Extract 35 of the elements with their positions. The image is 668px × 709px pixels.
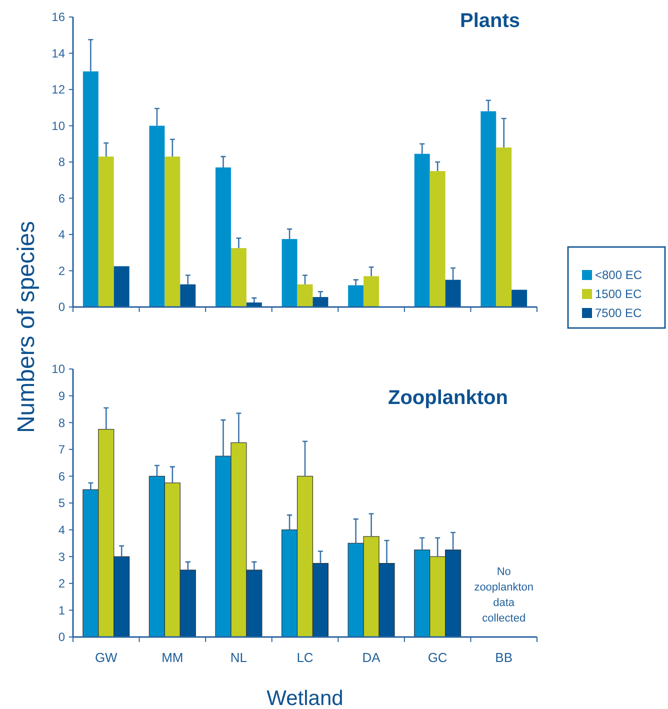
legend-label: <800 EC bbox=[595, 268, 642, 282]
x-tick-label: GW bbox=[94, 650, 118, 665]
x-tick-label: DA bbox=[362, 650, 381, 665]
x-tick-label: BB bbox=[495, 650, 513, 665]
y-tick-label: 1 bbox=[58, 603, 66, 618]
x-tick-label: MM bbox=[162, 650, 184, 665]
x-tick-label: GC bbox=[428, 650, 448, 665]
y-tick-label: 5 bbox=[58, 496, 66, 510]
y-tick-label: 0 bbox=[58, 300, 66, 314]
y-tick-label: 8 bbox=[58, 155, 66, 170]
y-tick-label: 3 bbox=[58, 550, 66, 564]
legend-label: 1500 EC bbox=[595, 287, 642, 302]
y-tick-label: 14 bbox=[52, 46, 66, 60]
y-tick-label: 4 bbox=[58, 523, 66, 537]
y-tick-label: 0 bbox=[58, 630, 66, 644]
y-tick-label: 8 bbox=[58, 416, 66, 430]
y-tick-label: 6 bbox=[58, 191, 66, 206]
y-tick-label: 2 bbox=[58, 576, 66, 591]
x-axis-title: Wetland bbox=[266, 687, 344, 709]
legend-label: 7500 EC bbox=[595, 306, 642, 320]
chart-title: Plants bbox=[460, 10, 520, 32]
y-tick-label: 10 bbox=[52, 362, 66, 376]
y-axis-title: Numbers of species bbox=[13, 220, 40, 434]
y-tick-label: 9 bbox=[58, 389, 66, 403]
y-tick-label: 12 bbox=[52, 82, 66, 97]
annotation: No zooplankton data collected bbox=[474, 566, 534, 624]
y-tick-label: 2 bbox=[58, 264, 66, 278]
y-tick-label: 7 bbox=[58, 442, 66, 457]
x-tick-label: LC bbox=[296, 650, 314, 665]
y-tick-label: 16 bbox=[52, 10, 66, 24]
x-tick-label: NL bbox=[230, 650, 248, 665]
text: Zooplankton bbox=[388, 387, 508, 409]
y-tick-label: 4 bbox=[58, 228, 66, 242]
y-tick-label: 6 bbox=[58, 469, 66, 484]
y-tick-label: 10 bbox=[52, 118, 66, 133]
